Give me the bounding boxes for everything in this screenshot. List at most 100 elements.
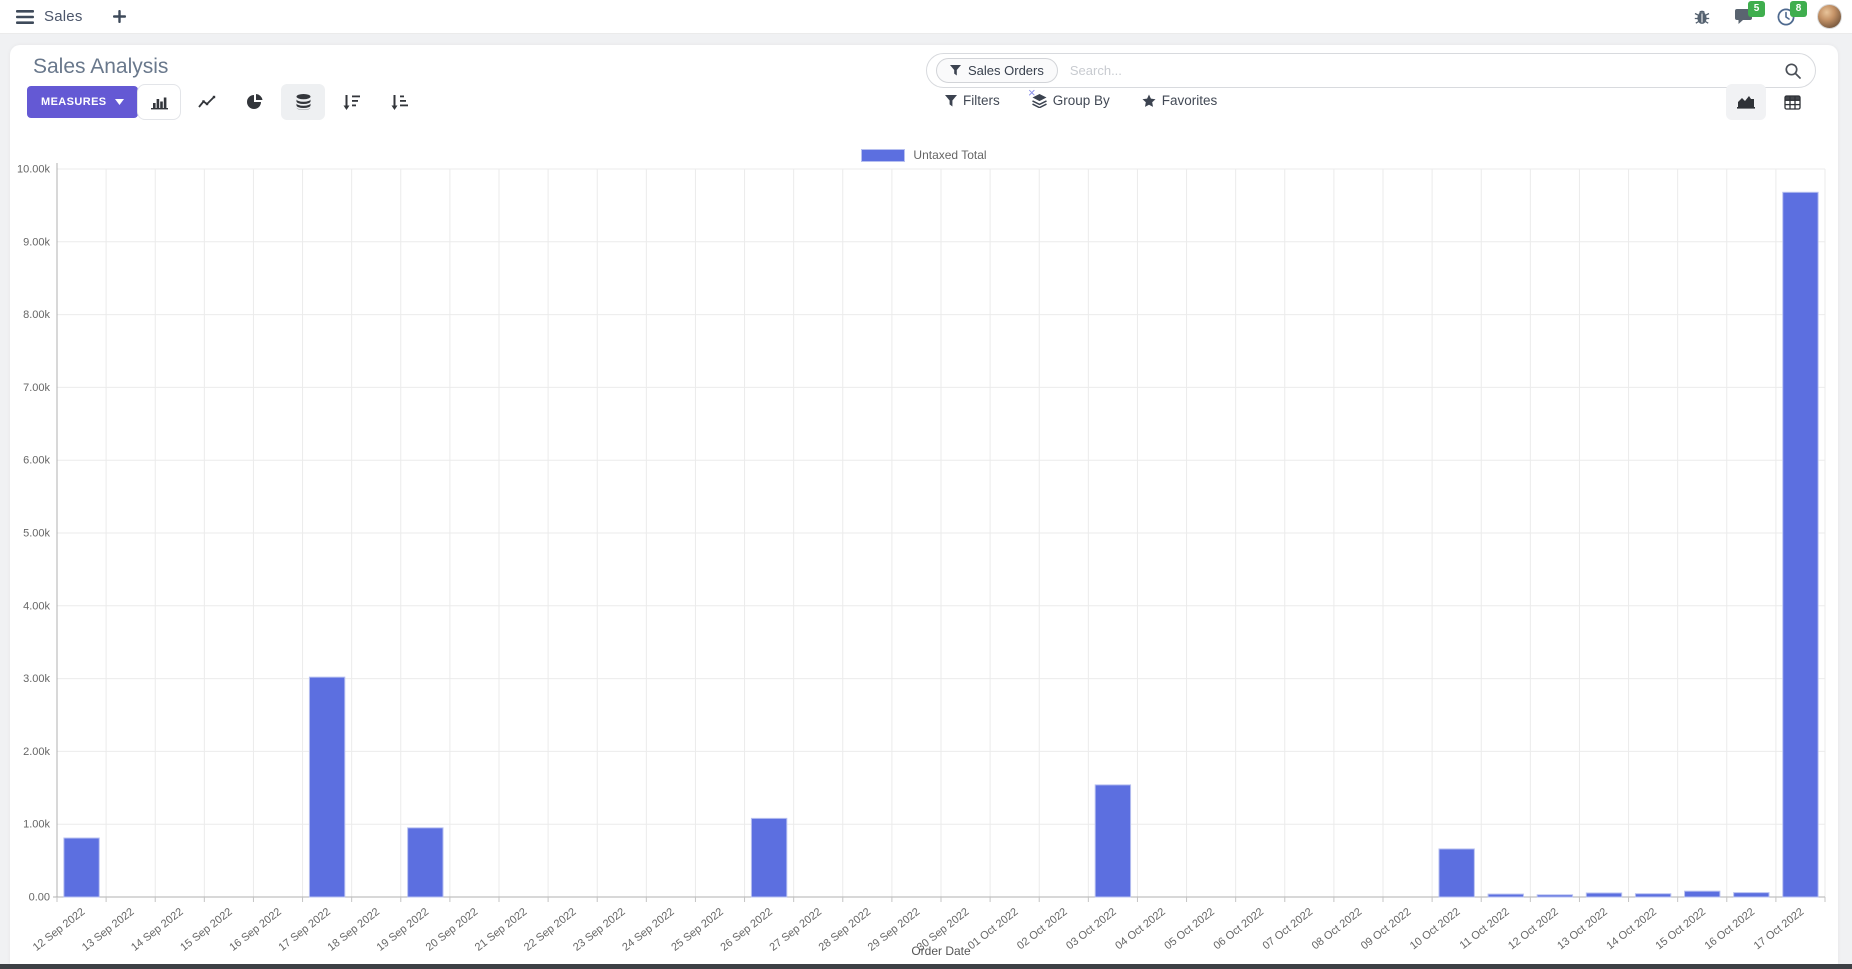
x-axis-tick-label: 10 Oct 2022 <box>1408 906 1463 952</box>
measures-button[interactable]: MEASURES <box>27 86 138 118</box>
filters-icon <box>945 94 957 106</box>
chart-bar[interactable] <box>1536 894 1574 898</box>
page-title: Sales Analysis <box>33 55 169 78</box>
pie-chart-icon <box>247 94 263 109</box>
stacked-icon <box>296 94 310 110</box>
chart-bar[interactable] <box>1438 848 1475 898</box>
x-axis-tick-label: 04 Oct 2022 <box>1113 906 1168 952</box>
pivot-view-button[interactable] <box>1772 84 1812 120</box>
group-by-label: Group By <box>1052 93 1110 108</box>
chart-bar[interactable] <box>308 676 346 898</box>
messages-badge: 5 <box>1748 0 1765 17</box>
measures-button-label: MEASURES <box>41 96 107 108</box>
x-axis-tick-label: 25 Sep 2022 <box>669 906 726 954</box>
search-options-bar: Filters Group By Favorites <box>945 93 1217 108</box>
y-axis-tick-label: 9.00k <box>23 236 50 248</box>
x-axis-title: Order Date <box>911 944 971 958</box>
x-axis-tick-label: 05 Oct 2022 <box>1162 906 1217 952</box>
x-axis-tick-label: 18 Sep 2022 <box>326 906 383 954</box>
favorites-star-icon <box>1142 94 1156 107</box>
x-axis-tick-label: 13 Oct 2022 <box>1555 906 1610 952</box>
x-axis-tick-label: 03 Oct 2022 <box>1064 906 1119 952</box>
plus-icon[interactable] <box>109 6 131 28</box>
facet-remove-icon[interactable]: × <box>1028 85 1036 100</box>
x-axis-tick-label: 24 Sep 2022 <box>620 906 677 954</box>
x-axis-tick-label: 21 Sep 2022 <box>473 906 530 954</box>
activities-clock-icon[interactable]: 8 <box>1769 0 1807 32</box>
messages-icon[interactable]: 5 <box>1727 0 1765 32</box>
y-axis-tick-label: 5.00k <box>23 528 50 540</box>
y-axis-tick-label: 6.00k <box>23 455 50 467</box>
y-axis-tick-label: 8.00k <box>23 309 50 321</box>
graph-view-button[interactable] <box>1726 84 1766 120</box>
sort-asc-button[interactable] <box>377 84 421 120</box>
x-axis-tick-label: 27 Sep 2022 <box>768 906 825 954</box>
x-axis-tick-label: 23 Sep 2022 <box>571 906 628 954</box>
group-by-icon <box>1031 93 1047 108</box>
x-axis-tick-label: 02 Oct 2022 <box>1015 906 1070 952</box>
chart-bar[interactable] <box>1487 893 1524 898</box>
x-axis-tick-label: 20 Sep 2022 <box>424 906 481 954</box>
y-axis-tick-label: 1.00k <box>23 819 50 831</box>
chart-bar[interactable] <box>750 817 788 898</box>
y-axis-tick-label: 10.00k <box>17 164 51 176</box>
search-bar[interactable]: Sales Orders × <box>926 53 1816 100</box>
x-axis-tick-label: 01 Oct 2022 <box>966 906 1021 952</box>
user-avatar[interactable] <box>1817 4 1842 29</box>
x-axis-tick-label: 19 Sep 2022 <box>375 906 432 954</box>
sort-desc-icon <box>343 94 360 110</box>
group-by-button[interactable]: Group By <box>1031 93 1110 108</box>
search-facet-sales-orders[interactable]: Sales Orders <box>936 58 1058 83</box>
line-chart-button[interactable] <box>185 84 229 120</box>
apps-menu-icon[interactable] <box>10 4 40 30</box>
chart-bar[interactable] <box>1782 191 1819 898</box>
chart-bar[interactable] <box>1684 890 1721 898</box>
chart-bar[interactable] <box>1733 892 1770 898</box>
chart-bar[interactable] <box>407 827 444 898</box>
chart-bar[interactable] <box>1585 892 1623 898</box>
pie-chart-button[interactable] <box>233 84 277 120</box>
top-navbar: Sales 5 8 <box>0 0 1852 34</box>
stacked-button[interactable] <box>281 84 325 120</box>
bar-chart: 0.00 1.00k 2.00k 3.00k 4.00k 5.00k 6.00k 7.00k 8… <box>17 163 1826 958</box>
chart-bar[interactable] <box>1634 893 1672 898</box>
x-axis-tick-label: 16 Sep 2022 <box>227 906 284 954</box>
sort-asc-icon <box>391 94 408 110</box>
x-axis-tick-label: 14 Sep 2022 <box>129 906 186 954</box>
bar-chart-button[interactable] <box>137 84 181 120</box>
filters-button[interactable]: Filters <box>945 93 1000 108</box>
bug-icon[interactable] <box>1685 2 1719 32</box>
x-axis-tick-label: 26 Sep 2022 <box>718 906 775 954</box>
filter-funnel-icon <box>950 65 961 76</box>
x-axis-tick-label: 28 Sep 2022 <box>817 906 874 954</box>
x-axis-tick-label: 11 Oct 2022 <box>1458 906 1512 952</box>
favorites-label: Favorites <box>1161 93 1218 108</box>
legend-label: Untaxed Total <box>913 148 987 162</box>
area-chart-view-icon <box>1737 96 1755 109</box>
sort-desc-button[interactable] <box>329 84 373 120</box>
favorites-button[interactable]: Favorites <box>1142 93 1218 108</box>
x-axis-tick-label: 07 Oct 2022 <box>1261 906 1316 952</box>
x-axis-tick-label: 15 Sep 2022 <box>178 906 235 954</box>
chart-bar[interactable] <box>63 837 100 898</box>
x-axis-tick-label: 12 Sep 2022 <box>31 906 88 954</box>
x-axis-tick-label: 12 Oct 2022 <box>1506 906 1561 952</box>
y-axis-tick-label: 2.00k <box>23 746 50 758</box>
navbar-systray: 5 8 <box>1685 0 1842 32</box>
x-axis-tick-label: 16 Oct 2022 <box>1703 906 1758 952</box>
legend-item-untaxed-total[interactable]: Untaxed Total <box>10 146 1838 164</box>
x-axis-tick-label: 08 Oct 2022 <box>1310 906 1365 952</box>
x-axis-tick-label: 17 Sep 2022 <box>276 906 333 954</box>
legend-swatch <box>861 148 906 162</box>
y-axis-tick-label: 0.00 <box>29 892 50 904</box>
x-axis-tick-label: 22 Sep 2022 <box>522 906 579 954</box>
bar-chart-icon <box>150 97 168 109</box>
line-chart-icon <box>198 95 216 108</box>
pivot-view-icon <box>1783 94 1801 110</box>
app-name[interactable]: Sales <box>44 8 83 25</box>
search-icon[interactable] <box>1785 62 1801 79</box>
x-axis-tick-label: 09 Oct 2022 <box>1359 906 1414 952</box>
chart-bar[interactable] <box>1094 784 1132 898</box>
search-input[interactable] <box>1067 62 1785 79</box>
y-axis-tick-label: 4.00k <box>23 600 50 612</box>
